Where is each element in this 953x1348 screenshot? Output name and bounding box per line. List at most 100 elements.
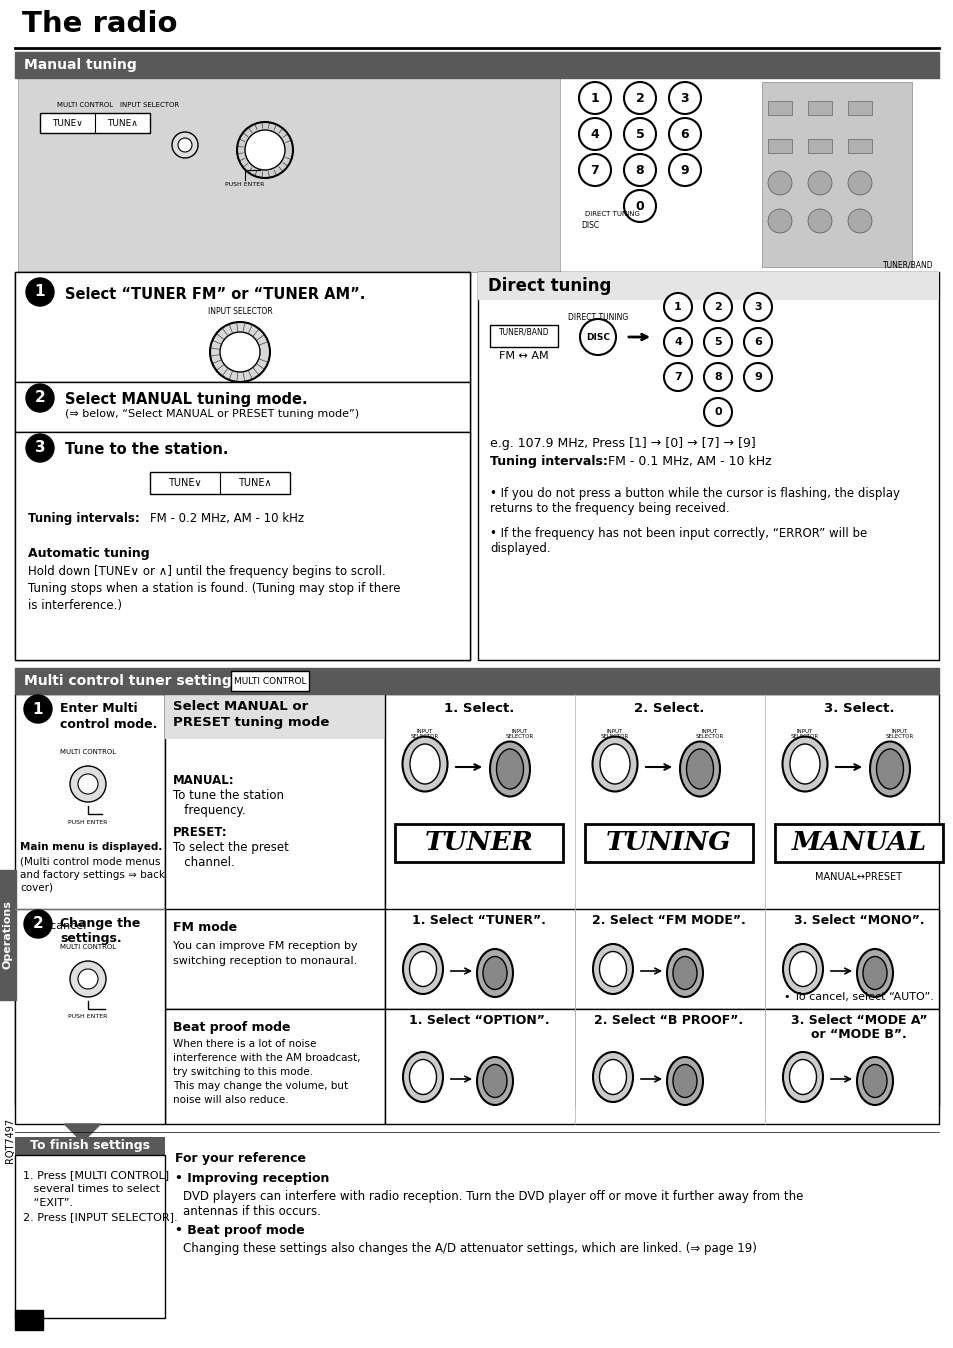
Text: displayed.: displayed. <box>490 542 550 555</box>
Text: (Multi control mode menus: (Multi control mode menus <box>20 857 160 867</box>
Ellipse shape <box>686 749 713 789</box>
Bar <box>385 909 938 1010</box>
Text: 4: 4 <box>590 128 598 140</box>
Circle shape <box>807 209 831 233</box>
Bar <box>767 139 791 154</box>
Text: is interference.): is interference.) <box>28 599 122 612</box>
Text: PRESET tuning mode: PRESET tuning mode <box>172 716 329 729</box>
Text: When there is a lot of noise: When there is a lot of noise <box>172 1039 316 1049</box>
Text: TUNER/BAND: TUNER/BAND <box>882 260 933 270</box>
Text: Direct tuning: Direct tuning <box>488 276 611 295</box>
Text: noise will also reduce.: noise will also reduce. <box>172 1095 289 1105</box>
Circle shape <box>743 293 771 321</box>
Bar <box>385 1010 938 1124</box>
Text: Select MANUAL tuning mode.: Select MANUAL tuning mode. <box>65 392 307 407</box>
Ellipse shape <box>679 741 720 797</box>
Ellipse shape <box>402 1051 442 1103</box>
Circle shape <box>70 961 106 998</box>
Text: INPUT
SELECTOR: INPUT SELECTOR <box>885 729 913 740</box>
Text: INPUT SELECTOR: INPUT SELECTOR <box>208 307 273 317</box>
Text: 3. Select.: 3. Select. <box>822 701 893 714</box>
Bar <box>761 82 911 267</box>
Text: • To cancel: • To cancel <box>25 921 87 931</box>
Circle shape <box>210 322 270 381</box>
Text: Automatic tuning: Automatic tuning <box>28 547 150 559</box>
Text: RQT7497: RQT7497 <box>5 1117 15 1162</box>
Ellipse shape <box>476 949 513 998</box>
Bar <box>15 53 938 78</box>
Ellipse shape <box>782 944 822 993</box>
Ellipse shape <box>789 952 816 987</box>
Ellipse shape <box>490 741 530 797</box>
Ellipse shape <box>402 736 447 791</box>
Text: 1: 1 <box>34 284 45 299</box>
Bar <box>165 694 385 739</box>
Bar <box>774 824 942 861</box>
Ellipse shape <box>782 1051 822 1103</box>
Text: 2: 2 <box>32 917 43 931</box>
Text: 2: 2 <box>34 391 46 406</box>
Ellipse shape <box>789 744 820 785</box>
Text: DIRECT TUNING: DIRECT TUNING <box>584 212 639 217</box>
Text: antennas if this occurs.: antennas if this occurs. <box>183 1205 320 1219</box>
Text: “EXIT”.: “EXIT”. <box>23 1198 73 1208</box>
Text: • Beat proof mode: • Beat proof mode <box>174 1224 304 1237</box>
Circle shape <box>623 190 656 222</box>
Circle shape <box>78 969 98 989</box>
Circle shape <box>578 119 610 150</box>
Bar <box>490 325 558 346</box>
Text: TUNE∧: TUNE∧ <box>238 479 272 488</box>
Text: switching reception to monaural.: switching reception to monaural. <box>172 956 356 967</box>
Circle shape <box>703 363 731 391</box>
Bar <box>0 869 16 1000</box>
Text: 0: 0 <box>635 200 643 213</box>
Text: • Improving reception: • Improving reception <box>174 1171 329 1185</box>
Text: interference with the AM broadcast,: interference with the AM broadcast, <box>172 1053 360 1064</box>
Text: Changing these settings also changes the A/D attenuator settings, which are link: Changing these settings also changes the… <box>183 1242 756 1255</box>
Text: 7: 7 <box>590 163 598 177</box>
Bar <box>15 272 470 661</box>
Ellipse shape <box>593 944 633 993</box>
Text: frequency.: frequency. <box>172 803 245 817</box>
Ellipse shape <box>599 744 629 785</box>
Text: MANUAL:: MANUAL: <box>172 774 234 787</box>
Text: TUNE∨: TUNE∨ <box>168 479 202 488</box>
Bar <box>165 909 385 1010</box>
Bar <box>15 1310 43 1330</box>
Ellipse shape <box>666 949 702 998</box>
Text: 1. Select “OPTION”.: 1. Select “OPTION”. <box>408 1015 549 1027</box>
Text: • To cancel, select “AUTO”.: • To cancel, select “AUTO”. <box>783 992 933 1002</box>
Circle shape <box>236 123 293 178</box>
Text: DISC: DISC <box>580 221 598 231</box>
Text: PUSH ENTER: PUSH ENTER <box>69 820 108 825</box>
Text: 3. Select “MODE A”: 3. Select “MODE A” <box>790 1015 926 1027</box>
Text: PRESET:: PRESET: <box>172 826 228 838</box>
Bar <box>15 1136 165 1155</box>
Text: settings.: settings. <box>60 931 121 945</box>
Circle shape <box>703 328 731 356</box>
Circle shape <box>743 328 771 356</box>
Text: FM - 0.1 MHz, AM - 10 kHz: FM - 0.1 MHz, AM - 10 kHz <box>607 456 771 468</box>
Ellipse shape <box>476 1057 513 1105</box>
Text: 1. Select.: 1. Select. <box>443 701 514 714</box>
Circle shape <box>623 82 656 115</box>
Ellipse shape <box>592 736 637 791</box>
Text: Tune to the station.: Tune to the station. <box>65 442 229 457</box>
Ellipse shape <box>876 749 902 789</box>
Text: Operations: Operations <box>3 900 13 969</box>
Text: INPUT
SELECTOR: INPUT SELECTOR <box>505 729 534 740</box>
Text: 3: 3 <box>34 441 45 456</box>
Text: Select “TUNER FM” or “TUNER AM”.: Select “TUNER FM” or “TUNER AM”. <box>65 287 365 302</box>
Bar <box>18 78 559 272</box>
Text: • If the frequency has not been input correctly, “ERROR” will be: • If the frequency has not been input co… <box>490 527 866 541</box>
Circle shape <box>668 82 700 115</box>
Ellipse shape <box>593 1051 633 1103</box>
Text: try switching to this mode.: try switching to this mode. <box>172 1068 313 1077</box>
Text: MULTI CONTROL: MULTI CONTROL <box>233 677 306 686</box>
Ellipse shape <box>789 1060 816 1095</box>
Circle shape <box>70 766 106 802</box>
Text: Main menu is displayed.: Main menu is displayed. <box>20 842 162 852</box>
Bar <box>150 472 290 493</box>
Ellipse shape <box>672 957 697 989</box>
Text: 3. Select “MONO”.: 3. Select “MONO”. <box>793 914 923 927</box>
